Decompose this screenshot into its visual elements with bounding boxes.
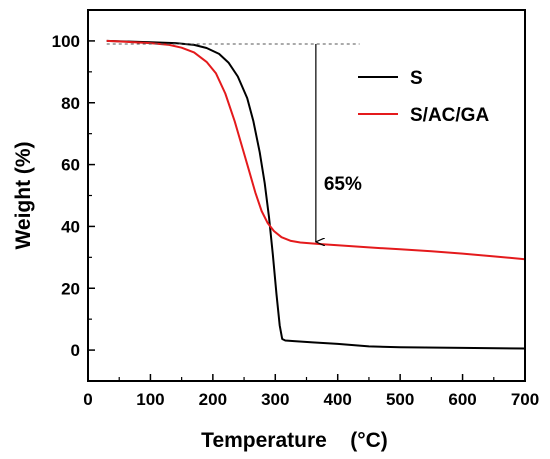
x-tick-label: 100 xyxy=(136,390,164,409)
y-tick-label: 40 xyxy=(61,217,80,236)
x-tick-label: 500 xyxy=(386,390,414,409)
x-tick-label: 300 xyxy=(261,390,289,409)
y-tick-label: 20 xyxy=(61,279,80,298)
y-tick-label: 60 xyxy=(61,156,80,175)
x-axis-title: Temperature xyxy=(201,429,327,452)
y-tick-label: 80 xyxy=(61,94,80,113)
x-tick-label: 0 xyxy=(83,390,92,409)
legend-label-1: S/AC/GA xyxy=(410,105,489,126)
plot-area xyxy=(106,39,526,350)
x-tick-label: 400 xyxy=(324,390,352,409)
y-tick-label: 0 xyxy=(71,341,80,360)
annotation: 65% xyxy=(106,43,362,242)
plot-frame xyxy=(87,9,526,382)
x-tick-label: 700 xyxy=(511,390,539,409)
x-axis-unit: (°C) xyxy=(350,429,388,452)
series-line-s xyxy=(106,39,526,350)
legend: S S/AC/GA xyxy=(358,68,489,126)
y-tick-label: 100 xyxy=(52,32,80,51)
series-line-s-ac-ga xyxy=(106,39,526,261)
axes: 0 100 200 300 400 500 600 700 0 20 40 60 80 100 Temper… xyxy=(12,9,539,452)
legend-label-0: S xyxy=(410,68,423,89)
x-tick-label: 200 xyxy=(199,390,227,409)
x-tick-label: 600 xyxy=(448,390,476,409)
y-axis-title: Weight (%) xyxy=(12,141,35,249)
mass-loss-label: 65% xyxy=(324,174,362,195)
